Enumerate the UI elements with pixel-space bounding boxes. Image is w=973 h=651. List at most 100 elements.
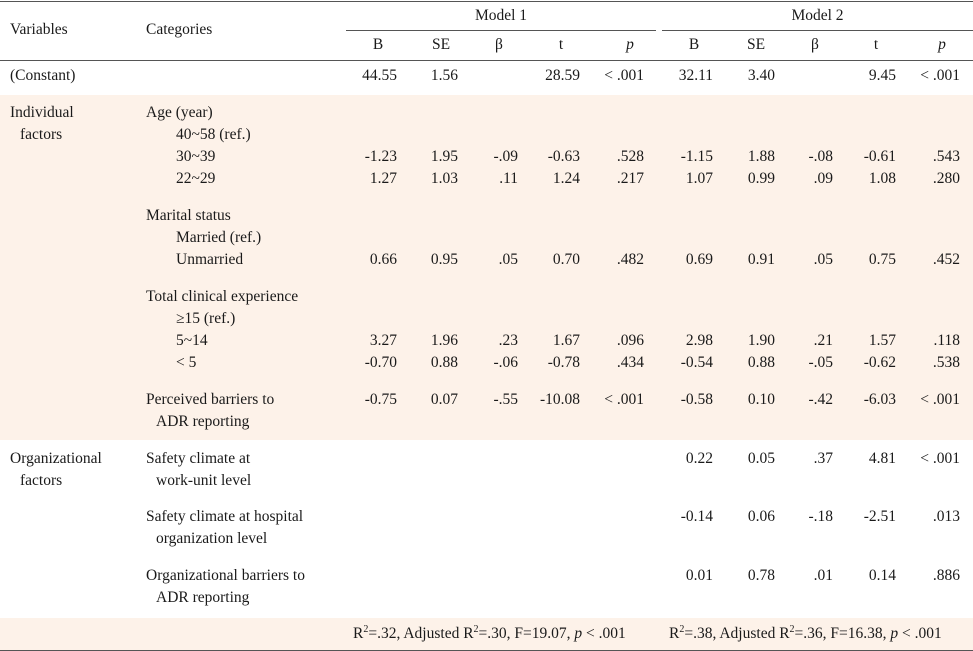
top-rule [0, 1, 973, 2]
table-cell: 0.99 [747, 170, 775, 187]
table-cell: -1.15 [680, 148, 713, 165]
table-cell: 0.69 [685, 251, 713, 268]
table-cell: .217 [616, 170, 644, 187]
table-cell: .528 [616, 148, 644, 165]
table-cell: .21 [813, 332, 833, 349]
table-cell: 1.03 [430, 170, 458, 187]
header-rule [0, 60, 973, 61]
table-cell: -1.23 [364, 148, 397, 165]
table-cell: 9.45 [868, 67, 896, 84]
table-cell: .434 [616, 354, 644, 371]
table-cell: -0.61 [863, 148, 896, 165]
age-ref: 40~58 (ref.) [176, 126, 251, 143]
table-cell: 0.07 [430, 391, 458, 408]
table-cell: 0.10 [747, 391, 775, 408]
table-cell: .37 [813, 450, 833, 467]
table-cell: < .001 [920, 450, 960, 467]
age-row-label: 30~39 [176, 148, 216, 165]
table-cell: -10.08 [539, 391, 580, 408]
subcol-header: t [558, 36, 564, 53]
table-cell: -0.54 [680, 354, 713, 371]
table-cell: -0.78 [547, 354, 580, 371]
table-cell: 0.05 [747, 450, 775, 467]
table-cell: 1.56 [430, 67, 458, 84]
header-model2: Model 2 [791, 7, 844, 24]
table-cell: -.06 [493, 354, 518, 371]
individual-label-1: Individual [10, 104, 74, 121]
table-cell: -.42 [808, 391, 833, 408]
age-heading: Age (year) [146, 104, 213, 121]
subcol-header: SE [431, 36, 451, 53]
table-cell: 0.01 [685, 567, 713, 584]
table-cell: .09 [813, 170, 833, 187]
org-row-label-2: work-unit level [156, 472, 252, 489]
table-cell: 0.88 [747, 354, 775, 371]
table-cell: 1.07 [685, 170, 713, 187]
org-row-label-1: Safety climate at hospital [146, 508, 304, 525]
table-cell: .118 [933, 332, 960, 349]
marital-heading: Marital status [146, 207, 231, 224]
table-cell: 1.67 [552, 332, 580, 349]
table-cell: .23 [498, 332, 518, 349]
table-cell: < .001 [920, 391, 960, 408]
individual-label-2: factors [20, 126, 63, 143]
table-cell: -0.58 [680, 391, 713, 408]
table-cell: 0.70 [552, 251, 580, 268]
table-cell: .886 [932, 567, 960, 584]
header-model1: Model 1 [474, 7, 528, 24]
table-cell: 1.95 [430, 148, 458, 165]
table-cell: -.08 [808, 148, 833, 165]
organizational-label-2: factors [20, 472, 63, 489]
table-cell: -0.63 [547, 148, 580, 165]
org-row-label-1: Organizational barriers to [146, 567, 305, 584]
table-cell: 32.11 [678, 67, 713, 84]
subcol-header: B [688, 36, 700, 53]
table-cell: -.05 [808, 354, 833, 371]
table-cell: -.18 [808, 508, 833, 525]
table-cell: 0.14 [868, 567, 896, 584]
subcol-header: t [873, 36, 879, 53]
model1-rule [346, 30, 656, 31]
table-cell: .11 [499, 170, 518, 187]
table-cell: .482 [616, 251, 644, 268]
header-categories: Categories [146, 21, 213, 38]
table-cell: .05 [498, 251, 518, 268]
table-cell: -6.03 [863, 391, 896, 408]
table-cell: -0.70 [364, 354, 397, 371]
barriers-label-1: Perceived barriers to [146, 391, 275, 408]
table-cell: < .001 [604, 391, 644, 408]
table-cell: .013 [932, 508, 960, 525]
table-cell: .452 [932, 251, 960, 268]
table-cell: .05 [813, 251, 833, 268]
table-cell: 0.91 [747, 251, 775, 268]
subcol-header: β [495, 36, 503, 53]
footer-model2-stats: R2=.38, Adjusted R2=.36, F=16.38, p < .0… [669, 624, 942, 643]
table-cell: .280 [932, 170, 960, 187]
header-variables: Variables [10, 21, 68, 38]
table-cell: 0.78 [747, 567, 775, 584]
table-cell: -0.62 [863, 354, 896, 371]
experience-heading: Total clinical experience [146, 288, 299, 305]
subcol-header: B [372, 36, 384, 53]
subcol-header: β [811, 36, 819, 53]
table-cell: < .001 [604, 67, 644, 84]
table-cell: 0.06 [747, 508, 775, 525]
table-cell: 2.98 [685, 332, 713, 349]
table-cell: .096 [616, 332, 644, 349]
table-cell: 1.90 [747, 332, 775, 349]
subcol-header: SE [746, 36, 766, 53]
marital-ref: Married (ref.) [176, 229, 262, 246]
table-cell: .01 [813, 567, 833, 584]
table-cell: 1.88 [747, 148, 775, 165]
experience-row-label: < 5 [176, 354, 197, 371]
subcol-header: p [938, 36, 946, 53]
age-row-label: 22~29 [176, 170, 216, 187]
table-cell: 3.40 [747, 67, 775, 84]
footer-band [0, 618, 973, 650]
table-cell: -0.14 [680, 508, 713, 525]
table-cell: 1.57 [868, 332, 896, 349]
table-cell: 0.95 [430, 251, 458, 268]
table-cell: 0.75 [868, 251, 896, 268]
table-cell: .538 [932, 354, 960, 371]
